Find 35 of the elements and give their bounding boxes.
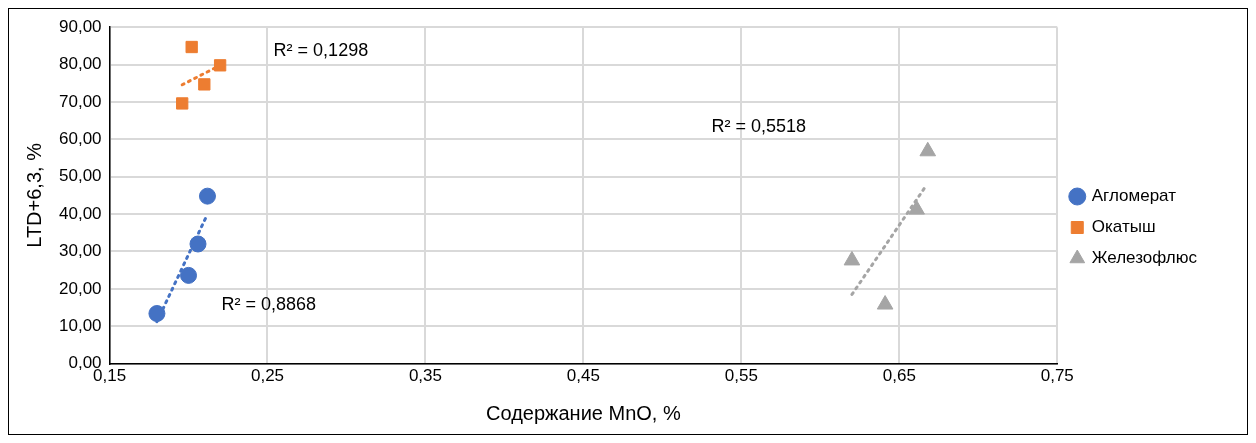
y-axis-title: LTD+6,3, % [22,142,45,248]
y-tick-label: 30,00 [58,241,102,261]
x-tick-label: 0,25 [250,366,285,386]
point [919,141,937,157]
legend-label: Агломерат [1091,186,1177,206]
annotation: R² = 0,1298 [273,40,369,61]
y-tick-label: 70,00 [58,91,102,111]
x-tick-label: 0,75 [1040,366,1074,386]
y-tick-label: 80,00 [58,54,102,74]
y-tick-label: 10,00 [58,315,102,335]
point [198,78,211,91]
x-tick-label: 0,55 [724,366,758,386]
point [198,187,216,205]
point [876,295,894,310]
annotation: R² = 0,5518 [711,116,807,137]
point [213,59,227,72]
x-tick-label: 0,45 [566,366,600,386]
y-tick-label: 40,00 [58,203,102,223]
point [148,305,166,323]
x-tick-label: 0,35 [408,366,442,386]
point [908,200,925,215]
y-tick-label: 20,00 [58,278,102,298]
legend-label: Железофлюс [1091,248,1198,268]
point [189,235,207,253]
point [180,266,198,284]
x-axis-title: Содержание MnO, % [486,401,681,424]
y-tick-label: 50,00 [58,166,102,186]
point [843,250,861,266]
y-tick-label: 90,00 [58,16,102,36]
x-tick-label: 0,65 [882,366,916,386]
legend-label: Окатыш [1091,217,1156,237]
y-tick-label: 60,00 [58,129,102,149]
annotation: R² = 0,8868 [221,294,317,315]
point [176,97,189,110]
point [185,40,198,54]
